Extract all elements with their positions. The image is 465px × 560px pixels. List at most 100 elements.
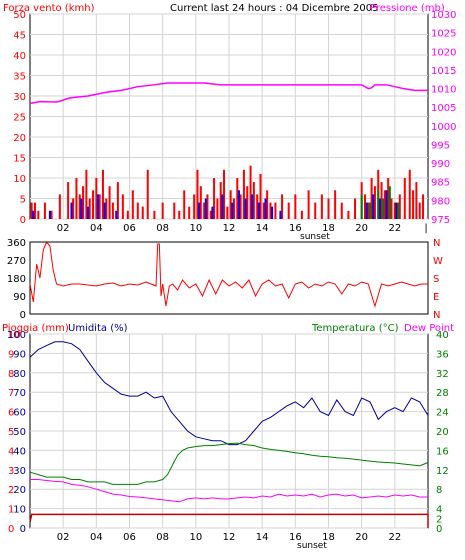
- wind-bar: [294, 194, 297, 219]
- wind-bar: [382, 198, 385, 219]
- pressure-tick-label: 975: [431, 215, 450, 226]
- time-tick-label: 14: [256, 532, 269, 543]
- wind-bar: [340, 202, 343, 219]
- wind-bar: [266, 190, 269, 219]
- wind-bar: [105, 198, 108, 219]
- temperature-tick-label: 12: [436, 466, 449, 477]
- time-tick-label: 14: [256, 223, 269, 234]
- humidity-tick-label: 30: [13, 466, 26, 477]
- wind-tick-label: 20: [13, 133, 26, 144]
- time-tick-label: 18: [322, 532, 335, 543]
- humidity-tick-label: 20: [13, 485, 26, 496]
- wind-bar: [373, 186, 376, 219]
- time-tick-label: 16: [289, 223, 302, 234]
- temperature-line: [29, 442, 429, 485]
- wind-bar: [403, 178, 406, 219]
- wind-bar: [252, 182, 255, 219]
- wind-bar: [271, 206, 274, 219]
- wind-bar: [408, 169, 411, 219]
- humidity-tick-label: 80: [13, 369, 26, 380]
- temperature-tick-label: 24: [436, 408, 449, 419]
- wind-tick-label: 0: [20, 215, 26, 226]
- rain-tick-label: 5: [8, 427, 14, 438]
- wind-bar: [206, 194, 209, 219]
- wind-bar: [251, 194, 254, 219]
- pressure-tick-label: 995: [431, 140, 450, 151]
- temperature-tick-label: 40: [436, 330, 449, 341]
- wind-bar: [390, 198, 393, 219]
- wind-bar: [231, 202, 234, 219]
- wind-bar: [314, 202, 317, 219]
- wind-tick-label: 40: [13, 51, 26, 62]
- temperature-axis-title: Temperatura (°C): [311, 323, 399, 334]
- temperature-tick-label: 2: [436, 514, 442, 525]
- wind-bar: [320, 194, 323, 219]
- wind-bar: [216, 198, 219, 219]
- wind-bar: [281, 194, 284, 219]
- wind-bar: [43, 202, 46, 219]
- wind-bar: [95, 178, 98, 219]
- wind-bar: [203, 202, 206, 219]
- wind-bar: [244, 198, 247, 219]
- wind-bar: [274, 202, 277, 219]
- wind-bar: [363, 194, 366, 219]
- degrees-tick-label: 270: [7, 256, 26, 267]
- wind-bar: [372, 194, 375, 219]
- compass-tick-label: N: [433, 310, 440, 321]
- wind-bar: [101, 169, 104, 219]
- wind-tick-label: 15: [13, 154, 26, 165]
- wind-tick-label: 10: [13, 174, 26, 185]
- wind-bar: [209, 210, 212, 219]
- wind-bar: [78, 194, 81, 219]
- time-tick-label: 02: [57, 223, 70, 234]
- time-axis-top: 02 04 06 08 10 12 14 16 18 20 22 |: [57, 223, 428, 234]
- time-tick-label: 04: [90, 532, 103, 543]
- wind-bar: [368, 202, 371, 219]
- wind-bar: [262, 202, 265, 219]
- wind-bar: [196, 169, 199, 219]
- wind-bar: [388, 186, 391, 219]
- time-tick-label: 10: [189, 532, 202, 543]
- wind-bar: [88, 198, 91, 219]
- time-tick-label: 22: [388, 223, 401, 234]
- wind-bar: [287, 202, 290, 219]
- wind-bar: [387, 178, 390, 219]
- wind-bar: [153, 210, 156, 219]
- humidity-tick-label: 60: [13, 408, 26, 419]
- wind-bar: [146, 169, 149, 219]
- wind-direction-plot-area: [29, 241, 429, 315]
- pressure-tick-label: 1000: [431, 122, 456, 133]
- wind-tick-label: 50: [13, 10, 26, 21]
- wind-bar: [198, 202, 201, 219]
- rain-tick-label: 4: [8, 446, 14, 457]
- time-tick-label: 22: [388, 532, 401, 543]
- wind-bar: [385, 190, 388, 219]
- pressure-tick-label: 1020: [431, 47, 456, 58]
- wind-bar: [307, 190, 310, 219]
- compass-tick-label: W: [433, 256, 443, 267]
- wind-bar: [103, 202, 106, 219]
- humidity-tick-label: 70: [13, 388, 26, 399]
- compass-tick-label: S: [433, 274, 439, 285]
- wind-bar: [136, 202, 139, 219]
- wind-bar: [221, 194, 224, 219]
- wind-bar: [223, 169, 226, 219]
- wind-bar: [418, 202, 421, 219]
- rain-tick-label: 10: [8, 330, 21, 341]
- degrees-tick-label: 0: [20, 310, 26, 321]
- wind-tick-label: 45: [13, 31, 26, 42]
- compass-tick-label: N: [433, 238, 440, 249]
- time-tick-label: 18: [322, 223, 335, 234]
- time-axis-bottom: 02 04 06 08 10 12 14 16 18 20 22: [57, 532, 401, 543]
- pressure-tick-label: 980: [431, 196, 450, 207]
- wind-bar: [111, 202, 114, 219]
- wind-bar: [239, 194, 242, 219]
- pressure-tick-label: 1005: [431, 103, 456, 114]
- degrees-tick-label: 180: [7, 274, 26, 285]
- temperature-tick-label: 20: [436, 427, 449, 438]
- humidity-tick-label: 50: [13, 427, 26, 438]
- rain-tick-label: 6: [8, 408, 14, 419]
